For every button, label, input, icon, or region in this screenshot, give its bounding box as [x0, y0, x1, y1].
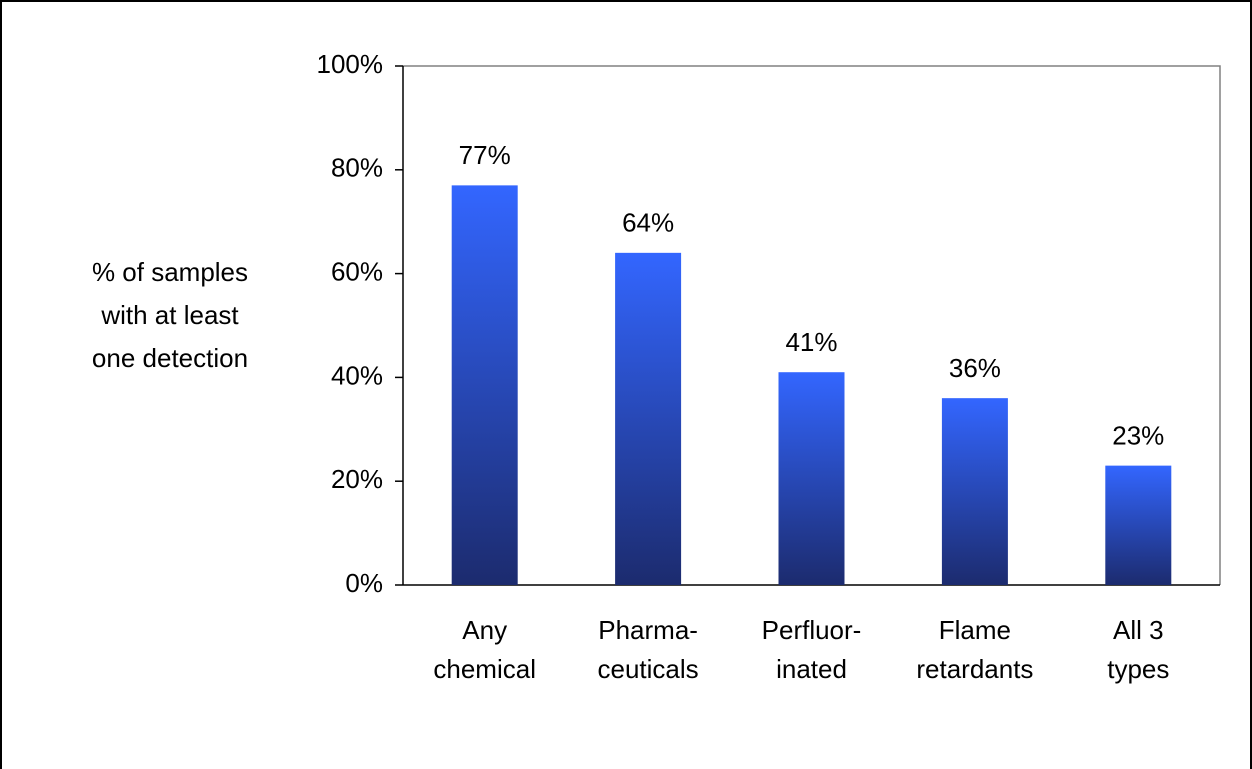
y-tick-label: 40% — [331, 360, 383, 390]
bar — [941, 398, 1008, 585]
x-tick-label: Perfluor- — [762, 615, 862, 645]
value-label: 36% — [949, 353, 1001, 383]
value-label: 41% — [785, 327, 837, 357]
x-tick-label: types — [1107, 654, 1169, 684]
plot-frame — [403, 65, 1221, 585]
x-tick-label: ceuticals — [598, 654, 699, 684]
bar — [615, 252, 682, 585]
x-tick-label: inated — [776, 654, 847, 684]
y-axis-label: one detection — [92, 343, 248, 373]
bar — [778, 372, 845, 585]
y-tick-label: 60% — [331, 256, 383, 286]
y-axis-label: % of samples — [92, 257, 248, 287]
x-tick-label: Any — [462, 615, 507, 645]
bar — [451, 185, 518, 585]
x-tick-label: chemical — [433, 654, 536, 684]
y-axis-label: with at least — [100, 300, 239, 330]
y-tick-label: 20% — [331, 464, 383, 494]
y-tick-label: 100% — [317, 49, 384, 79]
y-tick-label: 80% — [331, 153, 383, 183]
value-label: 77% — [459, 140, 511, 170]
y-tick-label: 0% — [345, 568, 383, 598]
x-tick-label: retardants — [916, 654, 1033, 684]
value-label: 64% — [622, 208, 674, 238]
x-tick-label: Flame — [939, 615, 1011, 645]
x-tick-label: All 3 — [1113, 615, 1164, 645]
bar — [1105, 465, 1172, 585]
value-label: 23% — [1112, 421, 1164, 451]
x-tick-label: Pharma- — [598, 615, 698, 645]
